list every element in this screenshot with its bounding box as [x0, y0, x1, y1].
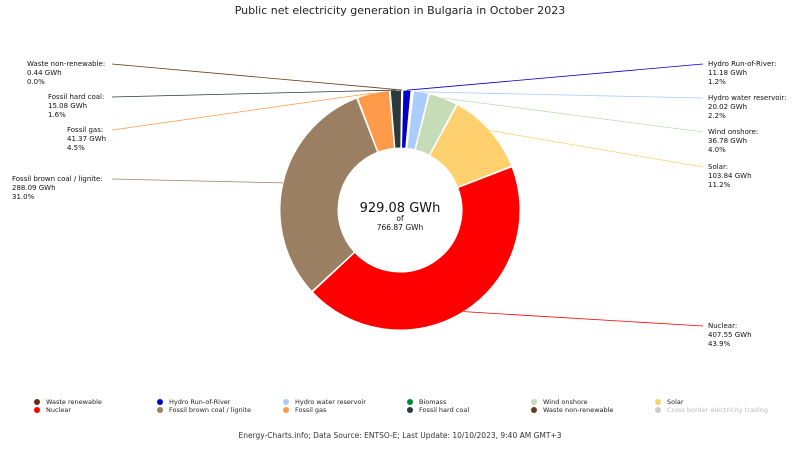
- legend-swatch-nuclear: [34, 407, 40, 413]
- leader-nuclear: [463, 311, 704, 327]
- slice-labels: Hydro Run-of-River: 11.18 GWh 1.2% Hydro wa…: [12, 60, 787, 348]
- legend-swatch-hydro-water-reservoir: [283, 399, 289, 405]
- legend-label-hydro-run-of-river[interactable]: Hydro Run-of-River: [169, 398, 231, 406]
- slice-label-wind-onshore: Wind onshore: 36.78 GWh 4.0%: [708, 128, 758, 154]
- leader-wind-onshore: [443, 97, 704, 133]
- legend-label-waste-non-renewable[interactable]: Waste non-renewable: [543, 406, 613, 414]
- legend-label-cross-border-electricity-trading[interactable]: Cross border electricity trading: [667, 406, 768, 414]
- label-leader-lines: [111, 63, 704, 327]
- slice-label-fossil-brown-coal-lignite: Fossil brown coal / lignite: 288.09 GWh 31…: [12, 175, 103, 201]
- center-sub: 766.87 GWh: [377, 223, 424, 232]
- legend-label-fossil-hard-coal[interactable]: Fossil hard coal: [419, 406, 469, 414]
- legend-label-waste-renewable[interactable]: Waste renewable: [46, 398, 102, 406]
- chart-title: Public net electricity generation in Bul…: [235, 4, 566, 17]
- legend-swatch-waste-non-renewable: [531, 407, 537, 413]
- slice-nuclear: [311, 166, 521, 331]
- slice-waste-non-renewable: [400, 89, 404, 149]
- slice-label-waste-non-renewable: Waste non-renewable: 0.44 GWh 0.0%: [27, 60, 105, 86]
- legend-swatch-hydro-run-of-river: [157, 399, 163, 405]
- slice-label-nuclear: Nuclear: 407.55 GWh 43.9%: [708, 322, 752, 348]
- leader-waste-non-renewable: [111, 63, 403, 91]
- legend-label-solar[interactable]: Solar: [667, 398, 684, 406]
- legend-swatch-fossil-gas: [283, 407, 289, 413]
- center-total: 929.08 GWh: [360, 201, 441, 216]
- legend-label-wind-onshore[interactable]: Wind onshore: [543, 398, 588, 406]
- slice-label-fossil-hard-coal: Fossil hard coal: 15.08 GWh 1.6%: [48, 93, 104, 119]
- footer-source: Energy-Charts.info; Data Source: ENTSO-E…: [238, 431, 561, 440]
- leader-fossil-hard-coal: [111, 89, 396, 98]
- legend-swatch-biomass: [407, 399, 413, 405]
- leader-solar: [489, 130, 704, 168]
- legend-label-hydro-water-reservoir[interactable]: Hydro water reservoir: [295, 398, 366, 406]
- legend-label-fossil-gas[interactable]: Fossil gas: [295, 406, 327, 414]
- legend-swatch-solar: [655, 399, 661, 405]
- legend: Waste renewable Hydro Run-of-River Hydro w…: [34, 398, 768, 414]
- donut-slices: [279, 89, 521, 331]
- slice-label-fossil-gas: Fossil gas: 41.37 GWh 4.5%: [67, 126, 106, 152]
- legend-swatch-waste-renewable: [34, 399, 40, 405]
- slice-fossil-brown-coal-lignite: [279, 97, 379, 293]
- legend-label-nuclear[interactable]: Nuclear: [46, 406, 71, 414]
- legend-swatch-wind-onshore: [531, 399, 537, 405]
- slice-label-hydro-run-of-river: Hydro Run-of-River: 11.18 GWh 1.2%: [708, 60, 776, 86]
- legend-label-biomass[interactable]: Biomass: [419, 398, 447, 406]
- slice-solar: [428, 103, 513, 188]
- leader-hydro-run-of-river: [406, 63, 704, 91]
- legend-swatch-cross-border-electricity-trading: [655, 407, 661, 413]
- legend-swatch-fossil-hard-coal: [407, 407, 413, 413]
- slice-label-hydro-water-reservoir: Hydro water reservoir: 20.02 GWh 2.2%: [708, 94, 787, 120]
- legend-swatch-fossil-brown-coal-lignite: [157, 407, 163, 413]
- legend-label-fossil-brown-coal-lignite[interactable]: Fossil brown coal / lignite: [169, 406, 251, 414]
- leader-hydro-water-reservoir: [421, 91, 704, 99]
- slice-label-solar: Solar: 103.84 GWh 11.2%: [708, 163, 752, 189]
- leader-fossil-gas: [111, 92, 374, 131]
- center-of: of: [396, 214, 404, 223]
- leader-fossil-brown-coal-lignite: [111, 178, 284, 184]
